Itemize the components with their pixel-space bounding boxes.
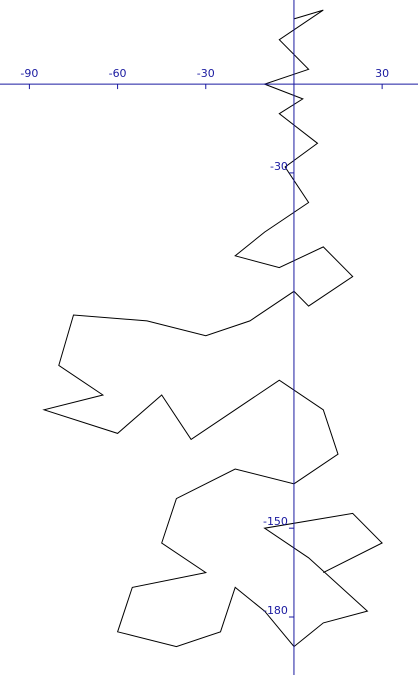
x-tick-label: -60 (109, 67, 127, 80)
y-tick-label: -30 (270, 160, 288, 173)
x-tick-label: -30 (197, 67, 215, 80)
x-tick-label: 30 (375, 67, 389, 80)
x-tick-label: -90 (20, 67, 38, 80)
y-tick-label: -150 (263, 515, 288, 528)
curve (42, 9, 383, 648)
y-tick-label: -180 (263, 604, 288, 617)
